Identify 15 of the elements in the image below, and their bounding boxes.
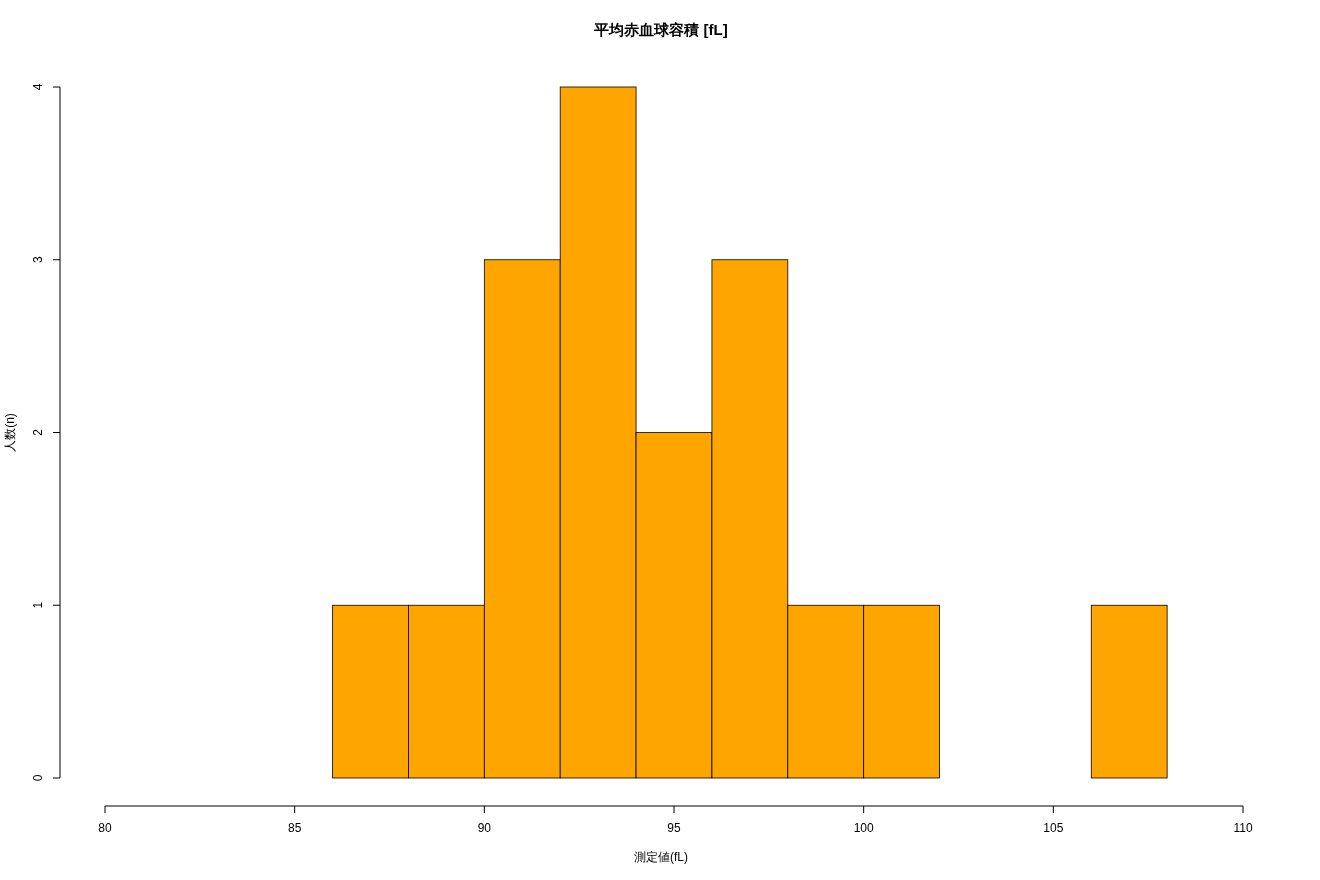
x-axis-title: 測定値(fL): [634, 850, 688, 864]
y-axis-title: 人数(n): [3, 413, 17, 452]
y-tick-label: 2: [31, 428, 45, 436]
x-tick-label: 90: [477, 821, 492, 835]
x-tick-label: 85: [287, 821, 302, 835]
x-tick-label: 95: [667, 821, 681, 835]
chart-title: 平均赤血球容積 [fL]: [593, 21, 728, 38]
y-tick-label: 1: [31, 601, 45, 609]
y-tick-label: 4: [31, 83, 45, 91]
y-tick-label: 0: [31, 774, 45, 782]
x-tick-label: 100: [853, 821, 874, 835]
x-tick-label: 80: [98, 821, 112, 835]
y-tick-label: 3: [31, 256, 45, 264]
x-tick-label: 105: [1043, 821, 1064, 835]
x-tick-label: 110: [1233, 821, 1253, 835]
